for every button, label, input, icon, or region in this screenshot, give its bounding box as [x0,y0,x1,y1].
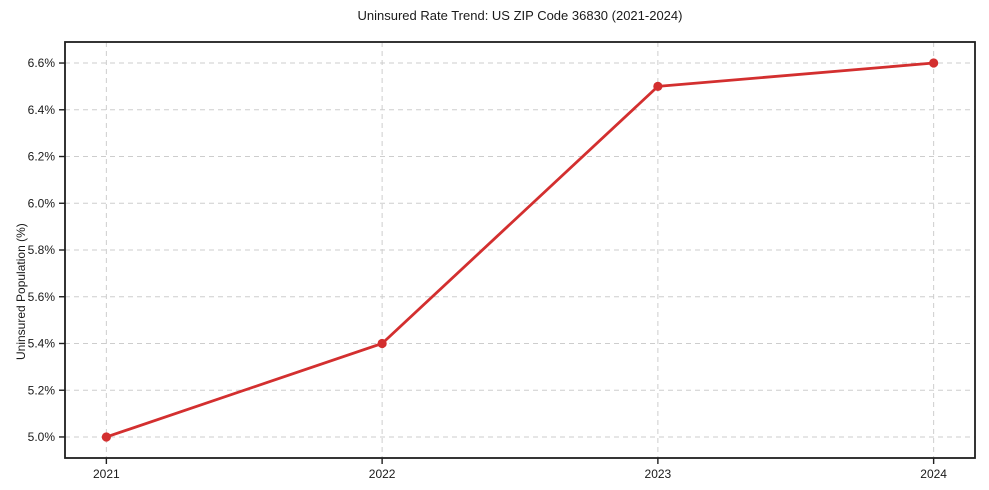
x-tick-label: 2021 [93,467,120,481]
chart-title: Uninsured Rate Trend: US ZIP Code 36830 … [357,8,683,23]
y-axis-label-text: Uninsured Population (%) [14,223,28,360]
y-tick-label: 6.6% [28,56,56,70]
trend-line [104,61,936,439]
data-point [653,81,663,92]
y-tick-label: 5.0% [28,430,56,444]
y-tick-label: 6.0% [28,196,56,210]
x-tick-label: 2023 [645,467,672,481]
y-tick-label: 5.8% [28,243,56,257]
y-tick-label: 5.2% [28,383,56,397]
y-tick-label: 6.2% [28,150,56,164]
y-tick-label: 5.4% [28,337,56,351]
data-point [101,432,111,442]
data-point [929,58,939,68]
data-point [377,338,387,349]
x-tick-label: 2022 [369,467,396,481]
x-tick-label: 2024 [920,467,947,481]
y-tick-label: 5.6% [28,290,56,304]
y-tick-label: 6.4% [28,103,56,117]
